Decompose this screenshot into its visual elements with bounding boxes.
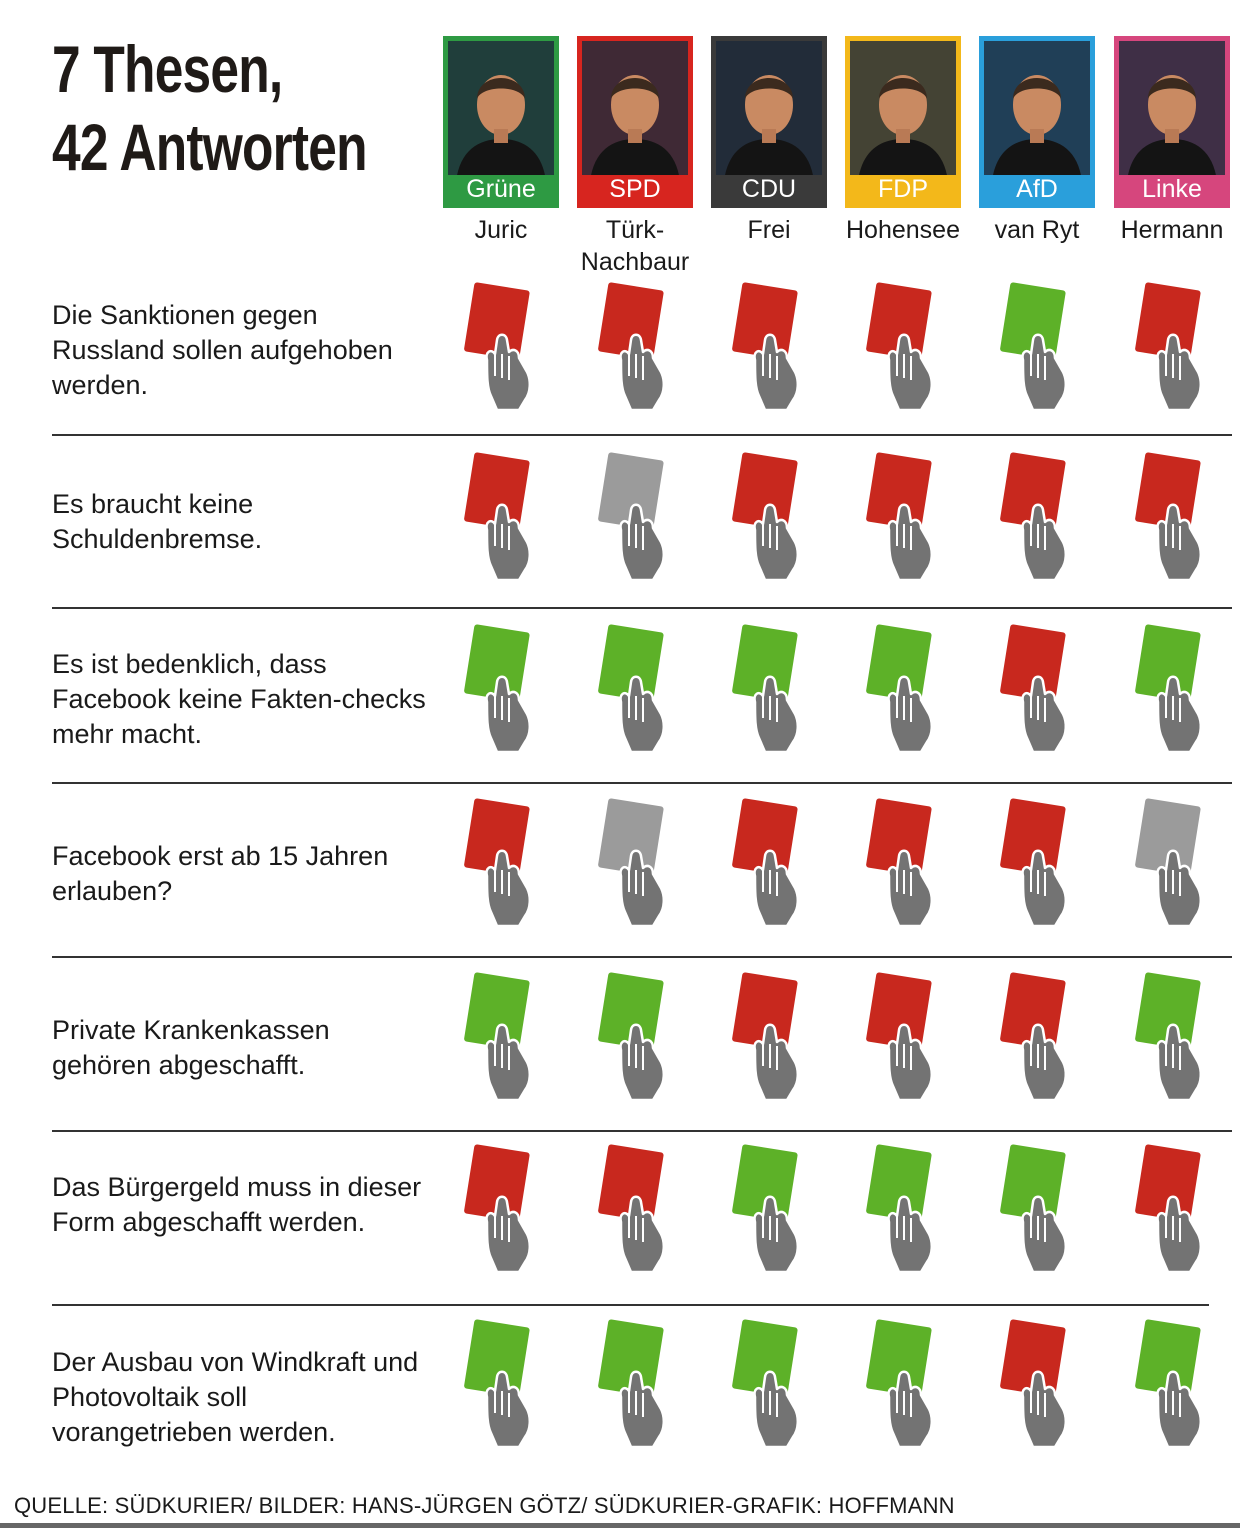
- row-divider: [52, 956, 1232, 958]
- vote-card-green: [1128, 622, 1218, 757]
- party-label: CDU: [716, 175, 822, 203]
- vote-card-green: [457, 622, 547, 757]
- portrait-icon: [448, 41, 554, 181]
- thesis-text: Facebook erst ab 15 Jahren erlauben?: [52, 841, 389, 906]
- vote-card-red: [457, 1142, 547, 1277]
- row-divider: [52, 1304, 1209, 1306]
- candidate-name: Frei: [747, 216, 791, 244]
- vote-card-green: [457, 970, 547, 1105]
- vote-card-green: [1128, 1317, 1218, 1452]
- vote-card-red: [725, 796, 815, 931]
- row-divider: [52, 434, 1232, 436]
- vote-card-green: [859, 1142, 949, 1277]
- vote-card-green: [993, 280, 1083, 415]
- vote-card-red: [591, 280, 681, 415]
- candidate-photo-5: AfD: [979, 36, 1095, 208]
- party-label: FDP: [850, 175, 956, 203]
- vote-card-red: [993, 1317, 1083, 1452]
- party-label: SPD: [582, 175, 688, 203]
- vote-card-green: [993, 1142, 1083, 1277]
- page-title: 7 Thesen, 42 Antworten: [52, 30, 368, 186]
- candidate-photo-3: CDU: [711, 36, 827, 208]
- candidate-name: Hermann: [1120, 216, 1224, 244]
- thesis-text: Es ist bedenklich, dass Facebook keine F…: [52, 649, 426, 749]
- vote-card-green: [859, 622, 949, 757]
- thesis-text: Die Sanktionen gegen Russland sollen auf…: [52, 300, 393, 400]
- party-label: AfD: [984, 175, 1090, 203]
- vote-card-green: [725, 1317, 815, 1452]
- vote-card-green: [591, 622, 681, 757]
- vote-card-green: [725, 622, 815, 757]
- vote-card-red: [1128, 280, 1218, 415]
- vote-card-red: [725, 280, 815, 415]
- vote-card-green: [725, 1142, 815, 1277]
- vote-card-red: [725, 450, 815, 585]
- vote-card-red: [457, 796, 547, 931]
- row-divider: [52, 607, 1232, 609]
- row-divider: [52, 782, 1232, 784]
- portrait-icon: [582, 41, 688, 181]
- vote-card-red: [859, 970, 949, 1105]
- vote-card-red: [1128, 1142, 1218, 1277]
- candidate-name: Juric: [474, 216, 528, 244]
- vote-card-gray: [591, 450, 681, 585]
- vote-card-green: [457, 1317, 547, 1452]
- vote-card-red: [859, 796, 949, 931]
- vote-card-red: [993, 796, 1083, 931]
- candidate-photo-4: FDP: [845, 36, 961, 208]
- thesis-text: Private Krankenkassen gehören abgeschaff…: [52, 1015, 330, 1080]
- vote-card-green: [591, 970, 681, 1105]
- vote-card-gray: [591, 796, 681, 931]
- thesis-text: Der Ausbau von Windkraft und Photovoltai…: [52, 1347, 419, 1447]
- title-line-2: 42 Antworten: [52, 110, 368, 184]
- vote-card-red: [859, 280, 949, 415]
- row-divider: [52, 1130, 1232, 1132]
- party-label: Grüne: [448, 175, 554, 203]
- source-credit: QUELLE: SÜDKURIER/ BILDER: HANS-JÜRGEN G…: [14, 1493, 955, 1518]
- candidate-photo-1: Grüne: [443, 36, 559, 208]
- candidate-photo-6: Linke: [1114, 36, 1230, 208]
- vote-card-green: [1128, 970, 1218, 1105]
- candidate-name: van Ryt: [994, 216, 1080, 244]
- vote-card-red: [1128, 450, 1218, 585]
- vote-card-red: [725, 970, 815, 1105]
- candidate-name: Türk- Nachbaur: [580, 216, 690, 276]
- vote-card-red: [993, 622, 1083, 757]
- thesis-text: Das Bürgergeld muss in dieser Form abges…: [52, 1172, 422, 1237]
- title-line-1: 7 Thesen,: [52, 32, 283, 106]
- vote-card-red: [993, 970, 1083, 1105]
- portrait-icon: [716, 41, 822, 181]
- vote-card-red: [457, 280, 547, 415]
- vote-card-red: [591, 1142, 681, 1277]
- vote-card-green: [859, 1317, 949, 1452]
- bottom-rule: [0, 1523, 1240, 1528]
- thesis-text: Es braucht keine Schuldenbremse.: [52, 489, 263, 554]
- candidate-name: Hohensee: [846, 216, 960, 244]
- vote-card-red: [859, 450, 949, 585]
- party-label: Linke: [1119, 175, 1225, 203]
- vote-card-green: [591, 1317, 681, 1452]
- vote-card-red: [993, 450, 1083, 585]
- portrait-icon: [984, 41, 1090, 181]
- portrait-icon: [1119, 41, 1225, 181]
- portrait-icon: [850, 41, 956, 181]
- vote-card-gray: [1128, 796, 1218, 931]
- vote-card-red: [457, 450, 547, 585]
- candidate-photo-2: SPD: [577, 36, 693, 208]
